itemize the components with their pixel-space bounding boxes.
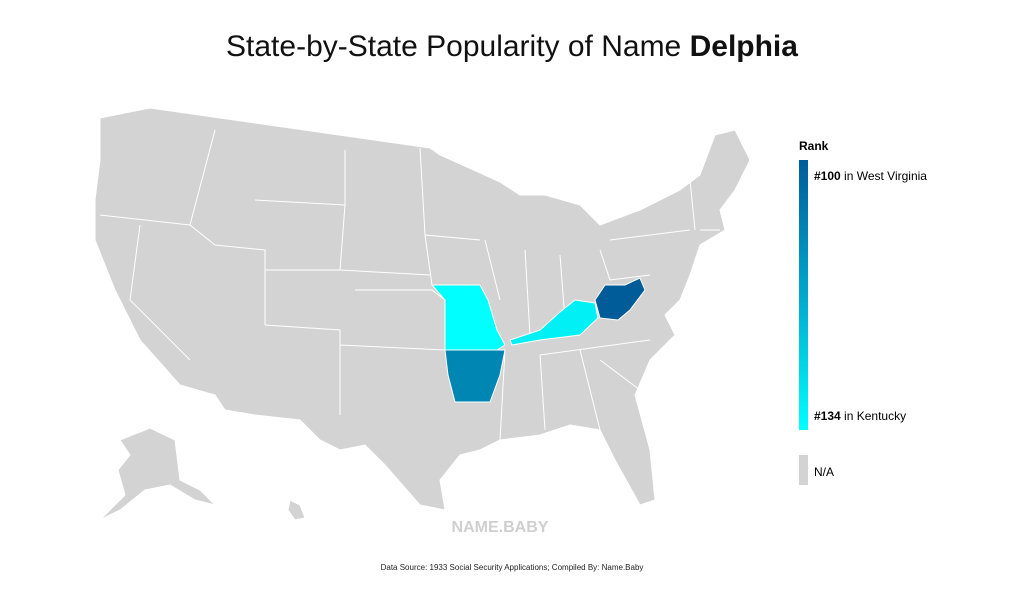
title: State-by-State Popularity of Name Delphi…: [0, 30, 1024, 64]
legend-na: N/A: [814, 465, 834, 479]
legend-high: #100 in West Virginia: [814, 169, 927, 183]
legend-gradient: [799, 160, 808, 430]
legend-low-text: in Kentucky: [844, 409, 906, 423]
legend-high-rank: #100: [814, 169, 841, 183]
legend-low: #134 in Kentucky: [814, 409, 906, 423]
state-west-virginia: [594, 277, 646, 321]
us-mainland: [94, 107, 751, 511]
legend-title: Rank: [799, 139, 829, 153]
hawaii: [287, 499, 306, 521]
state-arkansas: [444, 349, 506, 403]
title-text: State-by-State Popularity of Name: [226, 30, 682, 63]
watermark: NAME.BABY: [452, 519, 549, 536]
legend-na-swatch: [799, 455, 808, 485]
state-kentucky: [509, 299, 599, 346]
alaska: [99, 427, 217, 521]
legend-low-rank: #134: [814, 409, 841, 423]
state-borders: [99, 129, 720, 441]
state-missouri: [430, 284, 506, 351]
footer: Data Source: 1933 Social Security Applic…: [381, 563, 644, 572]
legend-high-text: in West Virginia: [844, 169, 927, 183]
title-name: Delphia: [689, 30, 798, 63]
